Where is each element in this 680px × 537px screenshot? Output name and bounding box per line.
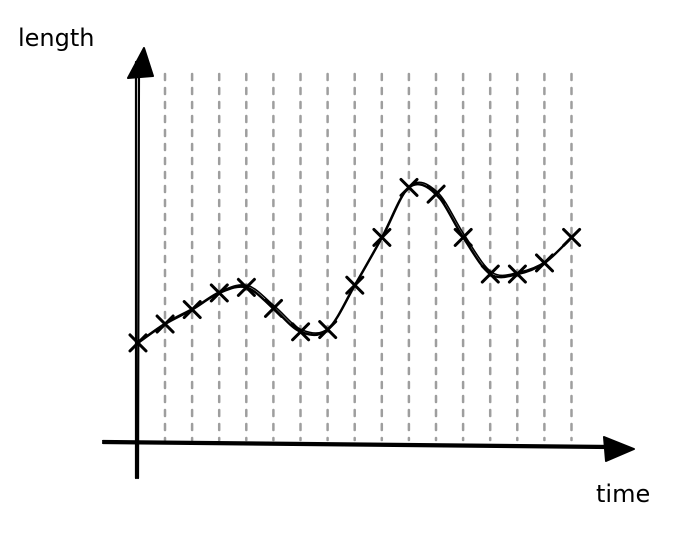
data-point-marker bbox=[236, 277, 256, 297]
grid-lines bbox=[163, 72, 573, 442]
data-point-marker bbox=[182, 300, 202, 320]
y-axis bbox=[134, 60, 141, 480]
x-axis-arrowhead bbox=[603, 436, 635, 462]
data-point-marker bbox=[535, 253, 554, 273]
data-point-marker bbox=[155, 314, 175, 334]
data-point-marker bbox=[264, 298, 283, 318]
y-axis-arrowhead bbox=[127, 47, 154, 79]
data-point-marker bbox=[562, 227, 582, 247]
data-markers bbox=[128, 177, 582, 353]
data-point-marker bbox=[345, 275, 365, 295]
data-point-marker bbox=[372, 227, 392, 247]
axes bbox=[101, 47, 635, 480]
series-line bbox=[138, 181, 574, 342]
data-point-marker bbox=[318, 320, 338, 340]
data-point-marker bbox=[399, 177, 419, 197]
x-axis-label: time bbox=[596, 480, 651, 508]
data-point-marker bbox=[128, 333, 148, 353]
data-point-marker bbox=[453, 227, 473, 247]
y-axis-label: length bbox=[18, 24, 95, 52]
data-point-marker bbox=[209, 283, 229, 303]
data-point-marker bbox=[480, 264, 500, 284]
x-axis bbox=[101, 439, 612, 450]
data-point-marker bbox=[291, 322, 311, 342]
data-point-marker bbox=[507, 264, 527, 284]
data-point-marker bbox=[426, 184, 446, 204]
